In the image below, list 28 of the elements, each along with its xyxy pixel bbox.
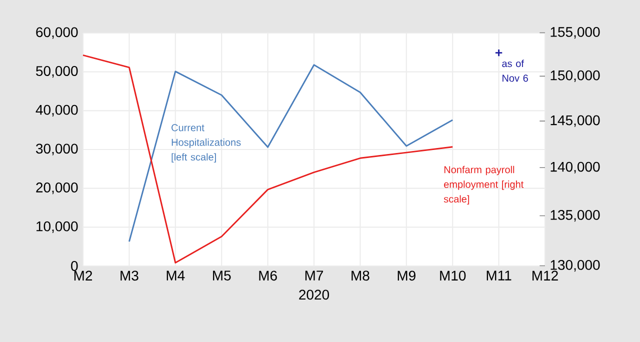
y-tick-label: 30,000 [36, 144, 78, 156]
y2-tick-label: 155,000 [550, 27, 600, 39]
x-tick-label: M5 [213, 270, 231, 280]
y2-tick-label: 135,000 [550, 210, 600, 222]
x-tick-label: M11 [486, 270, 512, 280]
x-tick-label: M3 [120, 270, 138, 281]
x-tick-label: M6 [259, 270, 277, 281]
y-tick-label: 60,000 [36, 27, 78, 39]
y2-tick-label: 145,000 [550, 115, 600, 127]
y-tick-label: 50,000 [36, 66, 78, 78]
series-label: Nonfarm payroll employment [right scale] [444, 166, 524, 205]
y2-tick-label: 150,000 [550, 70, 600, 82]
x-tick-label: M2 [74, 270, 92, 280]
x-axis-title: 2020 [299, 290, 330, 300]
x-tick-label: M12 [532, 270, 558, 280]
x-tick-label: M7 [305, 270, 324, 280]
x-tick-label: M4 [166, 270, 185, 280]
x-tick-label: M10 [440, 270, 466, 281]
y2-tick-label: 140,000 [550, 162, 600, 174]
y-tick-label: 0 [71, 261, 78, 271]
x-tick-label: M8 [352, 270, 370, 281]
y-tick-label: 40,000 [36, 104, 78, 116]
y-tick-label: 20,000 [36, 182, 78, 194]
x-tick-label: M9 [398, 270, 416, 281]
annotation: as of Nov 6 [502, 60, 528, 82]
y-tick-label: 10,000 [36, 221, 78, 233]
series-label: Current Hospitalizations [left scale] [172, 124, 241, 163]
y2-tick-label: 130,000 [550, 260, 600, 272]
